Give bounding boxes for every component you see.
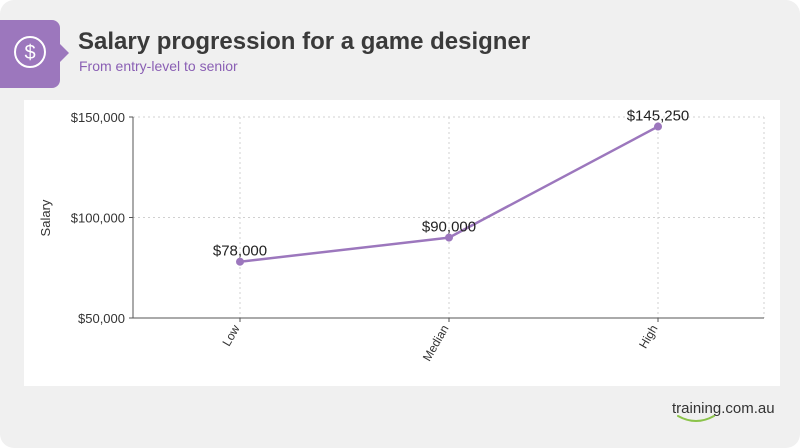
y-tick-label: $100,000 bbox=[71, 211, 125, 226]
data-label: $90,000 bbox=[422, 219, 476, 236]
data-point[interactable] bbox=[236, 257, 244, 266]
data-point[interactable] bbox=[654, 122, 662, 131]
y-axis-label: Salary bbox=[38, 199, 53, 236]
series-layer bbox=[236, 122, 662, 266]
y-tick-label: $50,000 bbox=[78, 311, 125, 326]
smile-icon bbox=[677, 415, 715, 422]
brand-logo[interactable]: training.com.au bbox=[672, 400, 775, 430]
svg-text:$: $ bbox=[24, 42, 35, 64]
y-tick-label: $150,000 bbox=[71, 110, 125, 125]
x-tick-label: Low bbox=[219, 322, 242, 348]
grid-layer bbox=[133, 116, 765, 318]
dollar-icon: $ bbox=[12, 34, 48, 70]
x-tick-label: High bbox=[636, 323, 660, 351]
page-subtitle: From entry-level to senior bbox=[79, 58, 238, 74]
x-tick-label: Median bbox=[420, 323, 452, 364]
data-label: $78,000 bbox=[213, 243, 267, 260]
data-label-layer: $78,000 $90,000 $145,250 bbox=[213, 108, 689, 260]
page-title: Salary progression for a game designer bbox=[78, 28, 531, 55]
tick-layer: $50,000 $100,000 $150,000 Low Median High bbox=[71, 110, 661, 364]
data-point[interactable] bbox=[445, 233, 453, 242]
header-badge: $ bbox=[0, 20, 60, 88]
badge-notch bbox=[60, 44, 69, 62]
data-label: $145,250 bbox=[627, 108, 690, 125]
brand-logo-text: training.com.au bbox=[672, 400, 775, 417]
